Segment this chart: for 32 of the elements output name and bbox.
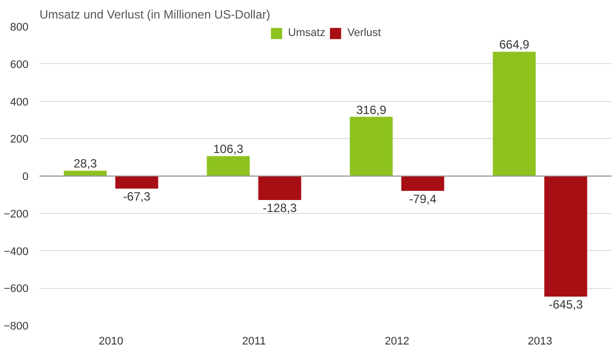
bar — [350, 116, 393, 176]
bar — [544, 176, 588, 297]
data-label: -67,3 — [123, 190, 151, 204]
y-tick-label: 0 — [22, 171, 29, 183]
x-tick-label: 2012 — [384, 336, 410, 347]
legend-label: Umsatz — [288, 27, 326, 39]
y-tick-label: −400 — [4, 246, 29, 258]
bar — [258, 176, 302, 200]
y-tick-label: −600 — [4, 283, 29, 296]
x-tick-label: 2010 — [98, 336, 124, 347]
x-tick-label: 2013 — [528, 336, 552, 347]
bar — [206, 156, 250, 176]
y-tick-label: 600 — [10, 58, 29, 71]
chart-title: Umsatz und Verlust (in Millionen US-Dollar) — [40, 8, 270, 22]
data-label: -128,3 — [262, 200, 298, 215]
y-tick-label: 800 — [10, 22, 29, 34]
bar — [401, 176, 444, 191]
y-tick-label: −800 — [4, 320, 29, 332]
data-label: 106,3 — [213, 142, 244, 156]
y-tick-label: 200 — [10, 134, 29, 146]
data-label: -79,4 — [409, 192, 437, 206]
data-label: 316,9 — [356, 102, 387, 117]
legend-label: Verlust — [347, 27, 381, 39]
data-label: -645,3 — [548, 298, 584, 312]
data-label: 28,3 — [74, 156, 98, 171]
bar — [492, 52, 536, 176]
x-tick-label: 2011 — [242, 336, 266, 347]
y-tick-label: 400 — [10, 96, 29, 108]
bar — [115, 176, 158, 189]
bar — [64, 170, 107, 176]
y-tick-label: −200 — [4, 208, 29, 220]
data-label: 664,9 — [499, 38, 530, 52]
